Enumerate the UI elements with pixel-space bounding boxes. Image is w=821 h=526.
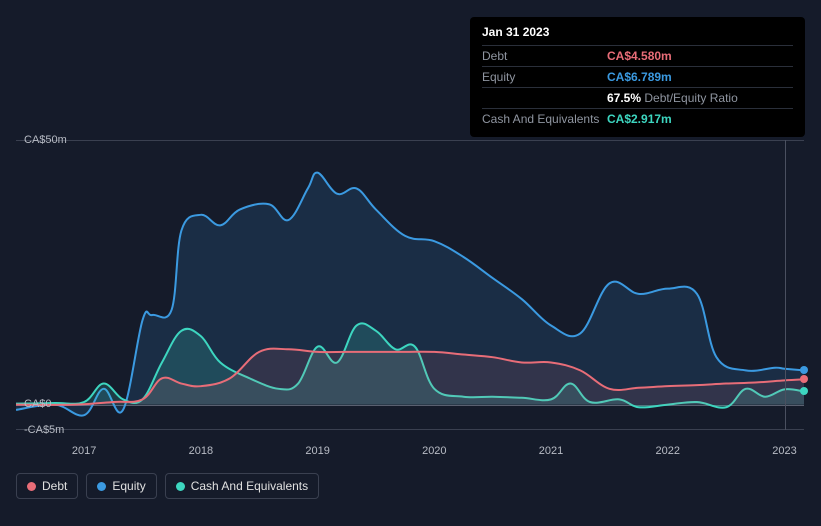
tooltip-row-label: Debt [482,49,607,63]
chart-tooltip: Jan 31 2023 DebtCA$4.580mEquityCA$6.789m… [470,17,805,137]
legend-swatch [97,482,106,491]
legend-swatch [176,482,185,491]
legend-label: Debt [42,479,67,493]
x-tick-label: 2017 [72,445,96,457]
tooltip-row-label: Cash And Equivalents [482,112,607,126]
y-tick-label: CA$50m [24,134,67,146]
x-tick-label: 2022 [656,445,680,457]
hover-line [785,140,786,430]
y-tick-label: CA$0 [24,398,52,410]
x-tick-label: 2021 [539,445,563,457]
debt-equity-chart: 2017201820192020202120222023 DebtEquityC… [16,125,804,480]
tooltip-row-value: CA$6.789m [607,70,672,84]
tooltip-row-value: CA$4.580m [607,49,672,63]
legend-swatch [27,482,36,491]
x-tick-label: 2018 [189,445,213,457]
tooltip-row: EquityCA$6.789m [482,66,793,87]
x-axis: 2017 2018 2019 2020 2021 2022 2023 [16,445,804,465]
series-svg [16,141,804,431]
series-end-dot [800,387,808,395]
legend-item-cash-and-equivalents[interactable]: Cash And Equivalents [165,473,319,499]
series-end-dot [800,375,808,383]
tooltip-row-label [482,91,607,105]
tooltip-date: Jan 31 2023 [482,25,793,45]
x-tick-label: 2019 [305,445,329,457]
tooltip-row-value: 67.5% Debt/Equity Ratio [607,91,738,105]
series-end-dot [800,366,808,374]
tooltip-row-label: Equity [482,70,607,84]
tooltip-row: DebtCA$4.580m [482,45,793,66]
x-tick-label: 2023 [772,445,796,457]
legend: Debt Equity Cash And Equivalents [16,473,319,499]
legend-label: Cash And Equivalents [191,479,308,493]
tooltip-row-value: CA$2.917m [607,112,672,126]
legend-item-debt[interactable]: Debt [16,473,78,499]
x-tick-label: 2020 [422,445,446,457]
tooltip-row: 67.5% Debt/Equity Ratio [482,87,793,108]
legend-label: Equity [112,479,145,493]
plot-area [16,140,804,430]
legend-item-equity[interactable]: Equity [86,473,156,499]
y-tick-label: -CA$5m [24,424,64,436]
